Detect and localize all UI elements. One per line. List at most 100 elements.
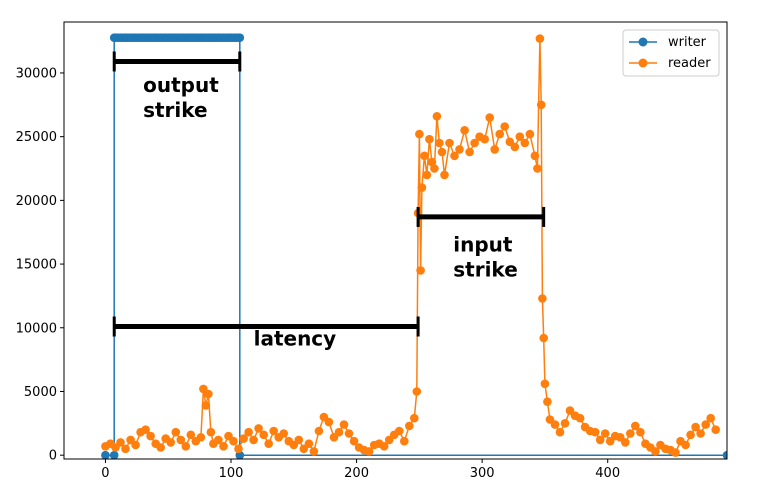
data-point-reader: [445, 138, 454, 148]
data-point-writer: [235, 33, 245, 42]
data-point-reader: [181, 442, 191, 451]
y-tick-label: 30000: [16, 66, 57, 81]
data-point-reader: [500, 122, 510, 131]
y-tick-label: 5000: [24, 385, 57, 400]
data-point-reader: [156, 443, 165, 452]
data-point-reader: [420, 151, 429, 161]
data-point-reader: [590, 427, 600, 437]
data-point-reader: [334, 427, 344, 437]
data-point-reader: [294, 435, 304, 445]
y-tick-label: 15000: [16, 258, 57, 273]
data-point-reader: [432, 112, 442, 121]
data-point-reader: [696, 429, 705, 438]
data-point-reader: [166, 438, 175, 447]
x-tick-label: 300: [470, 466, 495, 481]
data-point-reader: [450, 151, 459, 161]
data-point-reader: [249, 435, 258, 445]
data-point-reader: [339, 420, 349, 429]
data-point-reader: [229, 436, 238, 446]
data-point-reader: [480, 134, 490, 144]
data-point-reader: [206, 427, 216, 437]
data-point-writer: [101, 450, 110, 459]
data-point-reader: [723, 0, 732, 4]
data-point-reader: [244, 427, 253, 437]
data-point-reader: [706, 413, 715, 423]
data-point-reader: [410, 413, 419, 423]
data-point-reader: [146, 431, 155, 441]
data-point-reader: [176, 435, 186, 445]
data-point-reader: [540, 379, 550, 389]
data-point-reader: [530, 151, 540, 161]
data-point-reader: [254, 424, 263, 433]
data-point-reader: [395, 426, 404, 436]
axes-layer: 0 100 200 300 400 0 5000 10000 15000 20000 25000 30…: [16, 21, 728, 481]
data-point-reader: [716, 0, 725, 4]
data-point-reader: [686, 430, 695, 440]
data-point-reader: [490, 145, 500, 154]
data-point-reader: [279, 429, 289, 438]
data-point-writer: [109, 450, 119, 459]
data-point-reader: [415, 129, 424, 139]
data-point-reader: [430, 164, 439, 173]
data-point-reader: [440, 170, 449, 180]
data-point-reader: [259, 430, 269, 440]
data-point-reader: [595, 435, 605, 445]
data-point-reader: [201, 401, 211, 410]
data-point-reader: [455, 145, 464, 154]
data-point-reader: [196, 433, 206, 442]
data-point-reader: [651, 447, 660, 456]
data-point-reader: [535, 34, 545, 43]
data-point-reader: [671, 448, 680, 457]
series-layer: [101, 0, 732, 459]
y-tick-label: 10000: [16, 321, 57, 336]
data-point-reader: [621, 438, 630, 447]
axes-frame: [63, 21, 728, 460]
data-point-reader: [636, 427, 645, 437]
data-point-reader: [425, 134, 434, 144]
legend-reader-label: reader: [668, 56, 711, 71]
x-tick-label: 400: [595, 466, 620, 481]
data-point-reader: [536, 100, 546, 110]
annotation-label: strike: [143, 98, 208, 122]
data-point-reader: [405, 421, 414, 431]
data-point-reader: [510, 142, 520, 152]
data-point-reader: [214, 435, 223, 445]
legend-writer-label: writer: [668, 35, 707, 50]
data-point-reader: [309, 447, 319, 456]
data-point-reader: [626, 429, 635, 438]
data-point-reader: [533, 164, 542, 173]
annotation-label: strike: [453, 257, 518, 281]
x-tick-label: 0: [101, 466, 109, 481]
x-tick-label: 200: [344, 466, 369, 481]
data-point-reader: [631, 421, 640, 431]
data-point-reader: [460, 126, 469, 135]
data-point-reader: [264, 439, 274, 449]
data-point-reader: [495, 129, 505, 139]
data-point-reader: [435, 138, 444, 148]
data-point-reader: [171, 427, 181, 437]
data-point-reader: [437, 147, 447, 157]
y-tick-label: 25000: [16, 130, 57, 145]
data-point-reader: [543, 397, 552, 407]
data-point-reader: [412, 387, 422, 396]
data-point-reader: [344, 429, 354, 438]
annotation-label: output: [143, 73, 219, 97]
data-point-reader: [520, 138, 530, 148]
y-tick-label: 20000: [16, 194, 57, 209]
data-point-reader: [234, 444, 243, 454]
annotation-label: latency: [254, 327, 337, 351]
data-point-reader: [416, 266, 425, 275]
legend-writer-marker: [638, 37, 648, 47]
data-point-reader: [131, 440, 140, 450]
data-point-reader: [324, 417, 334, 427]
data-point-reader: [681, 440, 690, 450]
data-point-reader: [417, 183, 427, 192]
data-point-reader: [239, 434, 248, 443]
data-point-reader: [379, 442, 389, 451]
data-point-reader: [121, 444, 130, 454]
x-tick-label: 100: [219, 466, 244, 481]
